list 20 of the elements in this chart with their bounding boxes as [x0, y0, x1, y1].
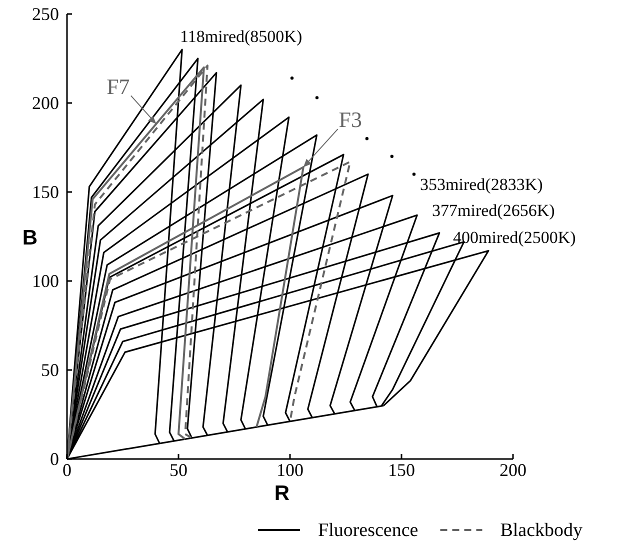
x-axis-title: R — [274, 482, 290, 505]
x-tick-label: 200 — [500, 460, 526, 480]
annotation: 353mired(2833K) — [420, 175, 543, 194]
y-axis-title: B — [22, 226, 38, 250]
x-tick-label: 0 — [62, 460, 72, 480]
y-tick-label: 250 — [32, 4, 59, 24]
x-tick-label: 50 — [170, 460, 188, 480]
annotation: 400mired(2500K) — [453, 228, 576, 247]
annotation: F7 — [106, 74, 130, 99]
annotation: 377mired(2656K) — [432, 201, 555, 220]
legend-label: Fluorescence — [318, 520, 418, 541]
annotation: F3 — [338, 107, 362, 132]
y-tick-label: 200 — [32, 92, 59, 113]
y-tick-label: 100 — [32, 270, 59, 291]
annotation: 118mired(8500K) — [180, 27, 302, 46]
x-tick-label: 100 — [276, 460, 304, 480]
legend-label: Blackbody — [500, 520, 584, 541]
y-tick-label: 150 — [32, 182, 59, 202]
x-tick-label: 150 — [388, 460, 415, 480]
y-tick-label: 50 — [41, 360, 59, 380]
